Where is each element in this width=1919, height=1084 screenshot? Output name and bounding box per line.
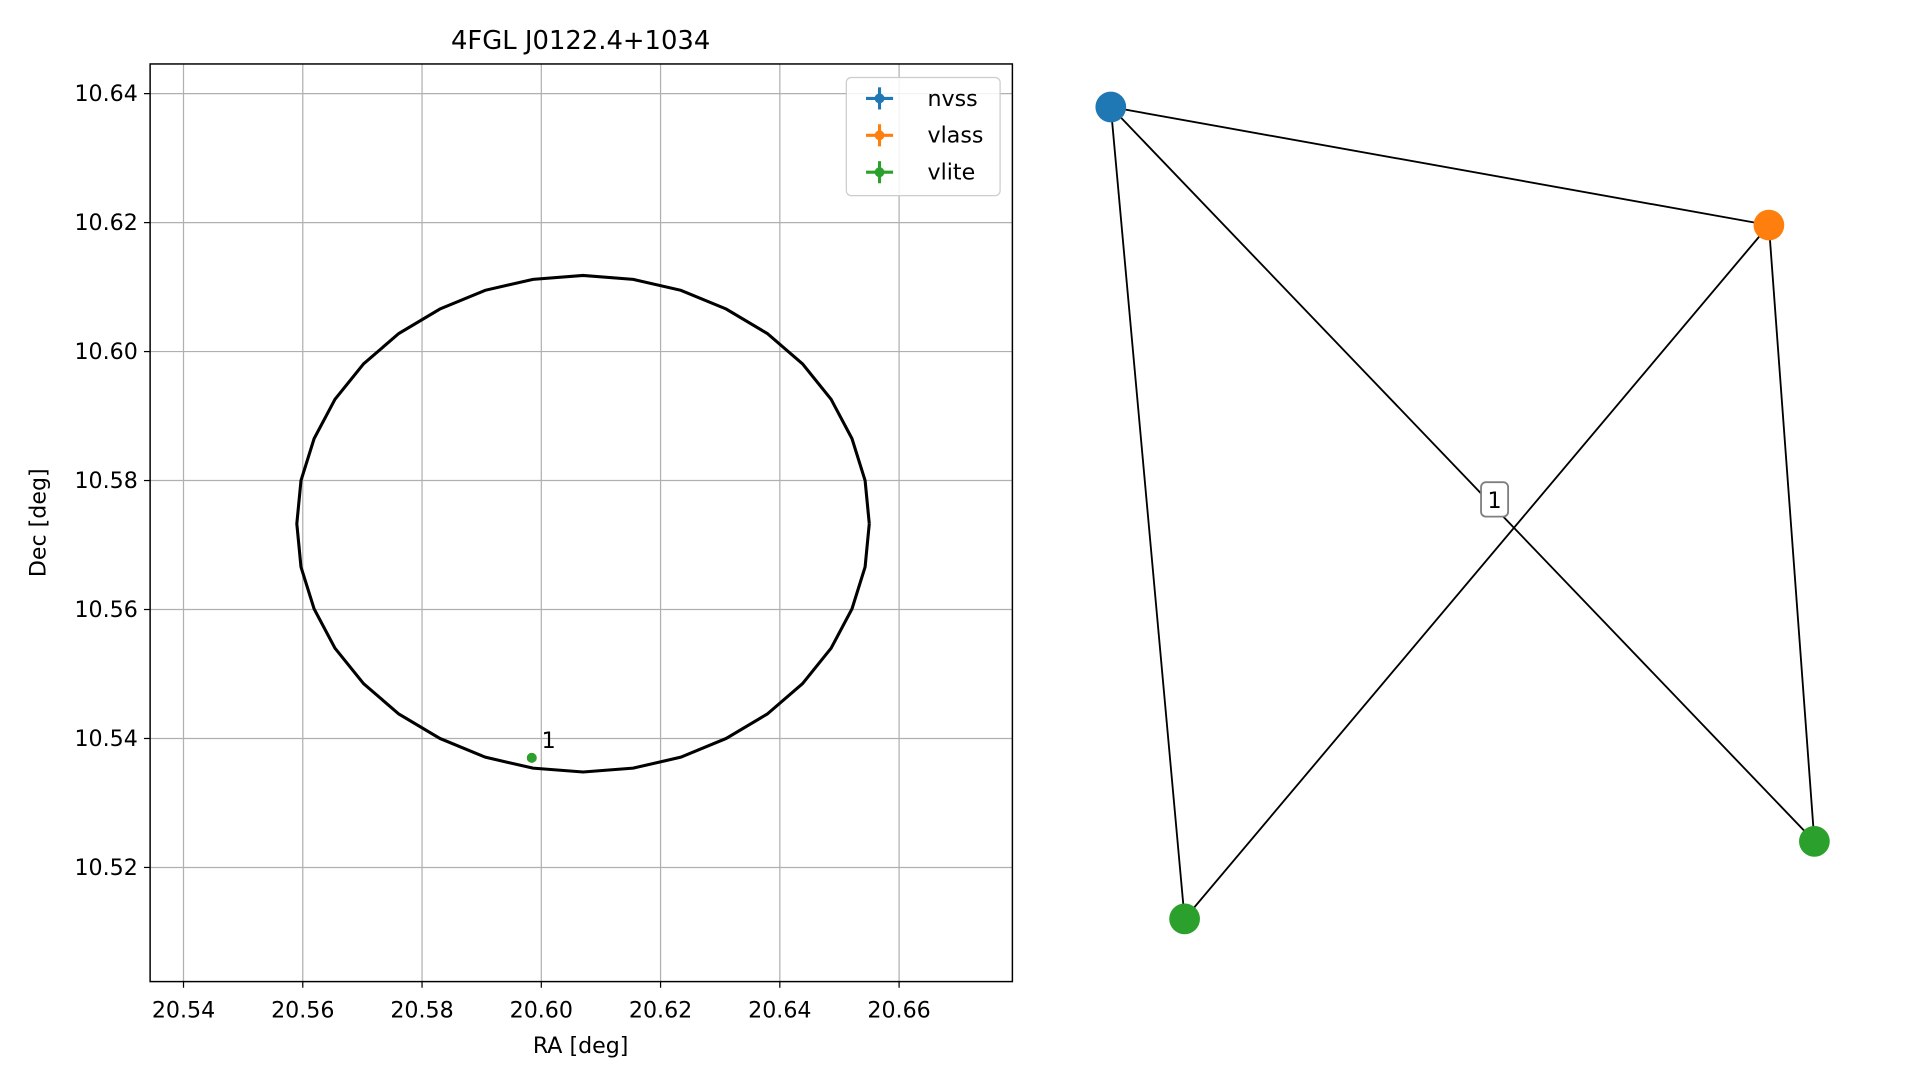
y-tick-label: 10.54 xyxy=(74,726,137,752)
legend-label: vlite xyxy=(928,160,976,186)
y-tick-label: 10.58 xyxy=(74,468,137,494)
legend-box xyxy=(845,76,1001,197)
node xyxy=(1169,903,1200,935)
edge xyxy=(1767,225,1816,842)
node xyxy=(1753,209,1785,241)
annotation: 1 xyxy=(542,728,556,754)
edge xyxy=(1110,106,1770,227)
edge xyxy=(1110,106,1816,843)
axes-frame xyxy=(149,63,1014,983)
legend-marker xyxy=(874,167,885,178)
node xyxy=(1095,91,1127,123)
x-axis-label: RA [deg] xyxy=(533,1033,629,1059)
x-tick-label: 20.56 xyxy=(271,997,334,1023)
x-tick-label: 20.58 xyxy=(390,997,453,1023)
y-axis-label: Dec [deg] xyxy=(26,468,52,577)
y-tick-label: 10.62 xyxy=(74,210,137,236)
legend-marker xyxy=(874,93,885,104)
x-tick-label: 20.64 xyxy=(748,997,811,1023)
point xyxy=(526,752,537,763)
chart-title: 4FGL J0122.4+1034 xyxy=(451,26,710,56)
y-tick-label: 10.56 xyxy=(74,597,137,623)
legend-label: vlass xyxy=(928,123,984,149)
y-tick-label: 10.60 xyxy=(74,339,137,365)
edge xyxy=(1109,106,1186,919)
x-tick-label: 20.60 xyxy=(510,997,573,1023)
edge-label-box xyxy=(1480,481,1510,518)
node xyxy=(1799,825,1830,857)
y-tick-label: 10.52 xyxy=(74,855,137,881)
legend-label: nvss xyxy=(928,86,978,112)
edge-label: 1 xyxy=(1488,488,1502,514)
x-tick-label: 20.66 xyxy=(867,997,930,1023)
edge xyxy=(1183,224,1770,920)
legend-marker xyxy=(874,130,885,141)
x-tick-label: 20.62 xyxy=(629,997,692,1023)
x-tick-label: 20.54 xyxy=(152,997,215,1023)
y-tick-label: 10.64 xyxy=(74,81,137,107)
ellipse xyxy=(295,273,871,774)
